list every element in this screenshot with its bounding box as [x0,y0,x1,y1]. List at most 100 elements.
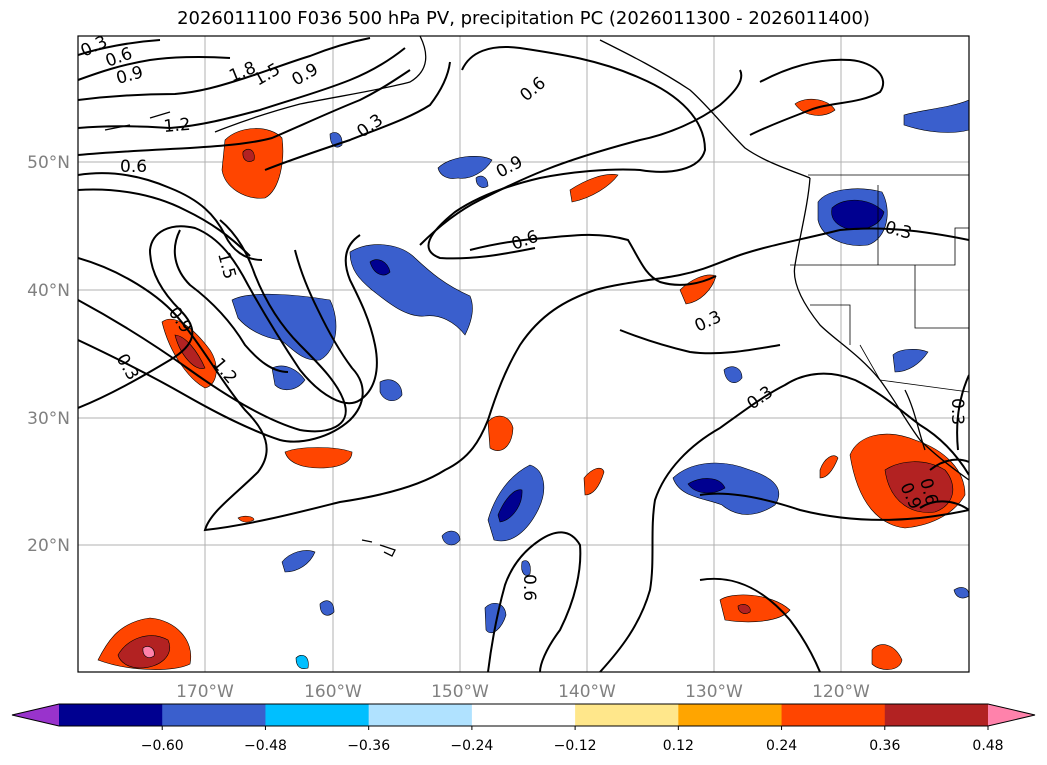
contour-line [78,39,231,81]
lat-label-50n: 50°N [27,153,70,173]
colorbar-cell [678,704,783,726]
colorbar-tick-label: 0.12 [663,738,694,754]
contour-line [956,374,969,451]
lat-axis-labels: 50°N 40°N 30°N 20°N [27,153,70,556]
colorbar-cell [59,704,163,726]
precip-neg-7-core [687,478,726,494]
precip-neg-14 [441,530,461,546]
contour-line [173,229,289,373]
precip-pos-12 [583,467,605,496]
precip-pos-10-core [737,604,751,614]
contour-line [699,577,821,672]
precip-neg-20 [475,175,489,188]
precip-neg-2-core [369,259,391,276]
colorbar-cell [265,704,370,726]
lon-axis-labels: 170°W 160°W 150°W 140°W 130°W 120°W [176,682,870,702]
lon-label-150w: 150°W [431,682,489,702]
precip-neg-10 [892,349,929,373]
contour-line [78,69,411,156]
lon-label-170w: 170°W [176,682,234,702]
lon-label-130w: 130°W [685,682,743,702]
precip-pos-13 [819,455,839,479]
colorbar-tick-label: −0.12 [554,738,597,754]
lon-label-140w: 140°W [558,682,616,702]
contour-line [78,37,371,101]
precip-neg-15 [319,600,335,616]
colorbar-cells [12,704,1035,726]
lat-label-20n: 20°N [27,536,70,556]
colorbar-tick-label: −0.24 [450,738,493,754]
contour-line [78,188,251,257]
contour-label: 0.6 [120,157,147,177]
colorbar-extend-high [988,704,1035,726]
colorbar-cell [368,704,473,726]
contour-label: 1.2 [163,115,192,137]
colorbar: −0.60 −0.48 −0.36 −0.24 −0.12 0.12 0.24 0.36 0.4… [11,703,1036,754]
contour-label: 0.6 [519,574,539,601]
map-title: 2026011100 F036 500 hPa PV, precipitatio… [177,8,870,29]
colorbar-extend-low [12,704,59,726]
precip-pos-11 [871,644,903,670]
precip-neg-17 [953,587,969,599]
colorbar-cell [471,704,576,726]
colorbar-cell [781,704,886,726]
colorbar-tick-label: −0.36 [347,738,390,754]
colorbar-outline [11,703,1036,727]
contour-label: 0.3 [947,398,967,425]
contour-line [419,69,743,246]
contour-line [487,531,582,672]
colorbar-cell [162,704,266,726]
lat-label-30n: 30°N [27,409,70,429]
precip-positive-areas [97,98,966,670]
colorbar-tick-label: −0.48 [244,738,287,754]
precip-neg-13 [723,366,743,383]
map-frame [77,35,970,673]
precip-neg-16 [295,655,309,669]
contour-line [749,58,885,136]
map-plot-area: 0.3 0.6 0.9 1.8 1.5 0.9 1.2 0.6 0.3 1.5 … [77,35,970,673]
contour-line [427,46,707,260]
political-borders [790,174,969,393]
contour-line [78,47,406,130]
precip-pos-5 [487,415,514,451]
contour-line [264,61,451,171]
contour-line [78,249,364,443]
lon-label-120w: 120°W [812,682,870,702]
precip-pos-9-core [884,461,954,513]
lon-label-160w: 160°W [304,682,362,702]
contour-line [78,219,347,433]
contour-line [78,172,263,261]
precip-neg-11 [281,550,316,573]
contour-line [599,372,969,672]
colorbar-tick-label: 0.48 [972,738,1003,754]
precip-pos-1-core [242,148,255,162]
colorbar-cell [884,704,989,726]
precip-neg-4-core [831,199,885,230]
contour-line [469,233,717,286]
pv-contours [78,37,969,672]
precip-neg-6-core [497,489,523,523]
precip-neg-7 [672,462,780,515]
colorbar-tick-label: 0.36 [869,738,900,754]
precip-pos-14 [237,515,255,523]
colorbar-tick-label: 0.24 [766,738,797,754]
precip-pos-4 [284,447,353,469]
precip-pos-3-peak [142,646,155,658]
precip-neg-5 [903,99,969,133]
precip-pos-1 [221,128,284,199]
precip-neg-9 [379,379,403,401]
lat-label-40n: 40°N [27,281,70,301]
colorbar-ticks: −0.60 −0.48 −0.36 −0.24 −0.12 0.12 0.24 0.36 0.4… [141,726,1004,754]
contour-line [78,227,969,532]
contour-line [919,458,969,511]
colorbar-tick-label: −0.60 [141,738,184,754]
colorbar-cell [575,704,679,726]
contour-line [619,329,781,355]
precip-neg-12 [484,602,507,634]
precip-pos-6 [569,174,619,203]
contour-line [78,225,378,409]
precip-neg-3 [437,155,493,179]
precip-neg-19 [521,560,531,576]
contour-line [699,492,969,521]
